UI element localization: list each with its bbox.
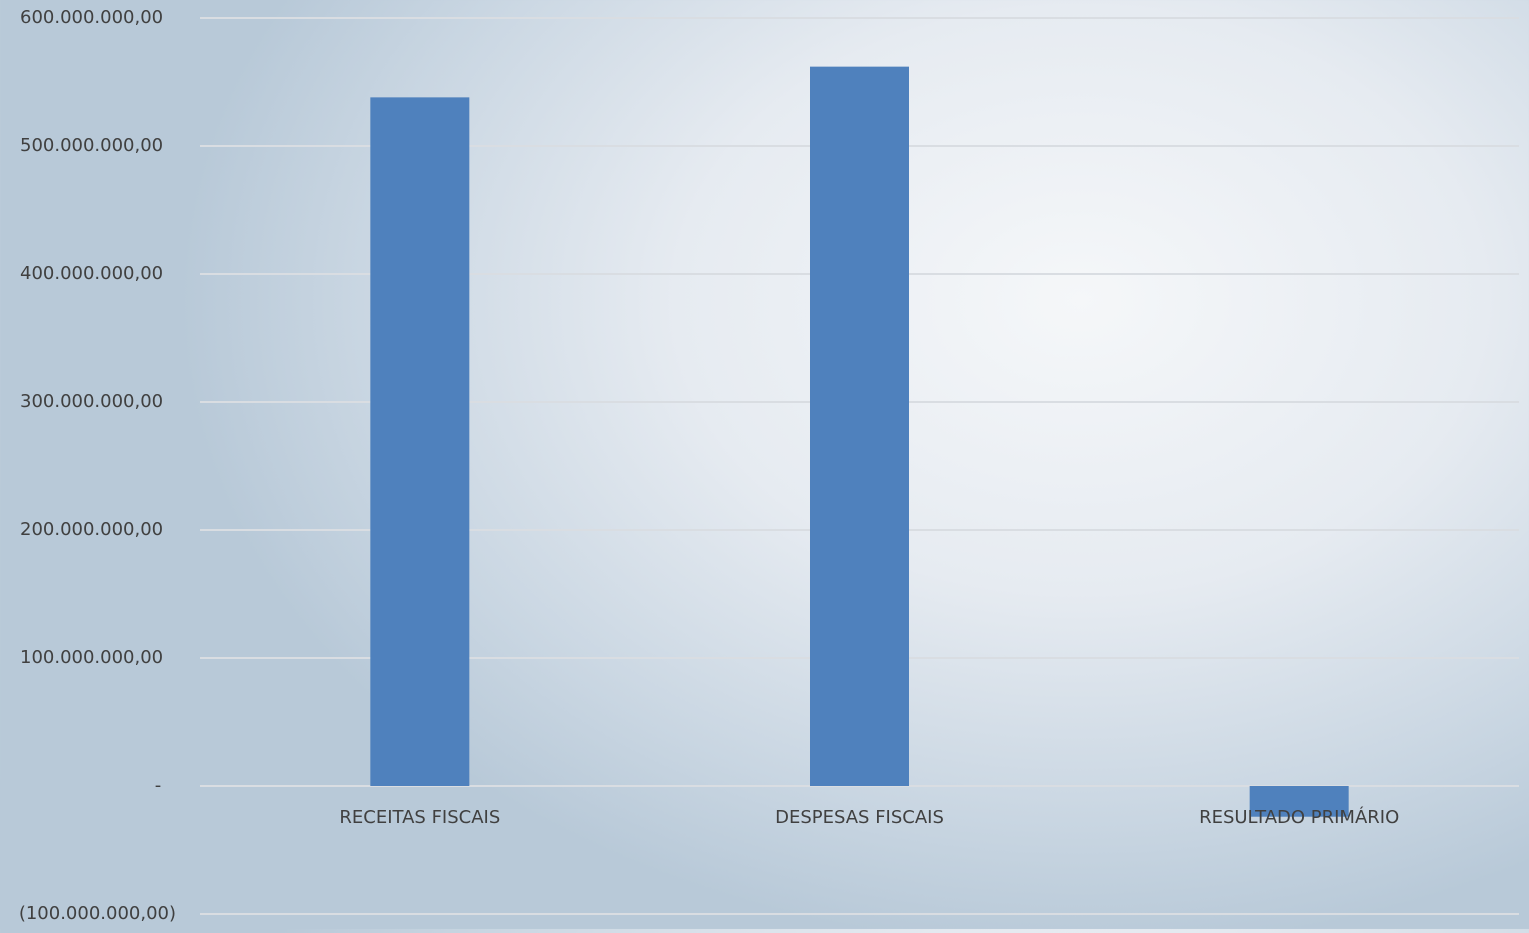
bar (1249, 786, 1349, 817)
x-axis-category-labels: RECEITAS FISCAIS DESPESAS FISCAIS RESULTAD… (339, 806, 1399, 828)
bar (370, 97, 470, 787)
y-axis-tick-labels: 600.000.000,00 500.000.000,00 400.000.000,… (19, 7, 176, 924)
x-category-label: RESULTADO PRIMÁRIO (1199, 806, 1399, 828)
y-tick-label: 300.000.000,00 (20, 391, 163, 412)
y-tick-label: 500.000.000,00 (20, 135, 163, 156)
y-tick-label: 200.000.000,00 (20, 519, 163, 540)
y-tick-label: 100.000.000,00 (20, 647, 163, 668)
x-category-label: DESPESAS FISCAIS (775, 807, 944, 828)
bar (810, 66, 909, 786)
y-tick-label: 400.000.000,00 (20, 263, 163, 284)
x-category-label: RECEITAS FISCAIS (339, 807, 500, 828)
y-tick-label: 600.000.000,00 (20, 7, 163, 28)
y-tick-label: - (155, 775, 162, 796)
bars (370, 66, 1349, 817)
y-tick-label: (100.000.000,00) (19, 903, 176, 924)
